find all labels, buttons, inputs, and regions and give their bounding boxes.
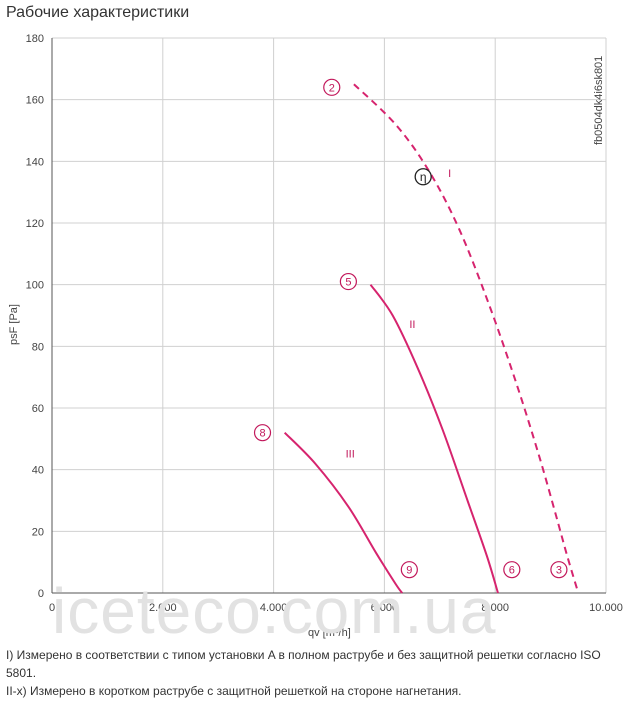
y-tick-label: 160 — [26, 95, 44, 107]
x-axis-label: qv [m³/h] — [308, 627, 351, 639]
point-marker-label: 9 — [406, 565, 412, 577]
chart-axes: 0 20 40 60 80 100 120 140 160 180 0 2.000 4.000 6.000… — [26, 33, 623, 614]
x-tick-label: 0 — [49, 602, 55, 614]
footnotes: I) Измерено в соответствии с типом устан… — [6, 646, 626, 700]
y-tick-label: 20 — [32, 526, 44, 538]
document-code: fb0504dk4i6sk801 — [593, 56, 605, 145]
chart-series — [283, 83, 580, 594]
curve-label-i: I — [448, 168, 451, 180]
curve-label-ii: II — [409, 319, 415, 331]
x-tick-label: 4.000 — [260, 602, 288, 614]
point-marker-label: 8 — [259, 428, 265, 440]
point-marker-label: 6 — [509, 565, 515, 577]
point-marker-label: 5 — [345, 277, 351, 289]
point-marker-label: 2 — [329, 82, 335, 94]
y-tick-label: 180 — [26, 33, 44, 45]
curve-ii — [369, 284, 499, 594]
point-marker — [339, 272, 357, 291]
footnote-1: I) Измерено в соответствии с типом устан… — [6, 648, 601, 680]
y-tick-label: 0 — [38, 588, 44, 600]
y-tick-label: 60 — [32, 403, 44, 415]
x-tick-label: 10.000 — [589, 602, 623, 614]
point-marker — [503, 561, 521, 579]
point-marker — [550, 561, 568, 579]
point-marker — [253, 424, 272, 442]
x-tick-label: 6.000 — [371, 602, 399, 614]
y-axis-label: psF [Pa] — [8, 304, 20, 345]
page-title: Рабочие характеристики — [6, 4, 190, 21]
curve-label-iii: III — [346, 448, 355, 460]
y-tick-label: 40 — [32, 465, 44, 477]
y-tick-label: 140 — [26, 156, 44, 168]
curve-iii — [283, 431, 403, 594]
point-marker-label: 3 — [556, 565, 562, 577]
curve-i — [353, 83, 580, 594]
x-tick-label: 8.000 — [481, 602, 509, 614]
point-marker — [323, 78, 341, 96]
y-tick-label: 120 — [26, 218, 44, 230]
efficiency-marker — [414, 168, 432, 186]
point-marker — [400, 561, 418, 579]
x-tick-label: 2.000 — [149, 602, 177, 614]
y-tick-label: 80 — [32, 341, 44, 353]
efficiency-marker-label: η — [420, 170, 427, 184]
y-tick-label: 100 — [26, 280, 44, 292]
chart-grid — [51, 37, 607, 594]
footnote-2: II-x) Измерено в коротком раструбе с защ… — [6, 684, 462, 698]
chart-markers: η 2 5 8 9 6 3 — [253, 78, 568, 579]
